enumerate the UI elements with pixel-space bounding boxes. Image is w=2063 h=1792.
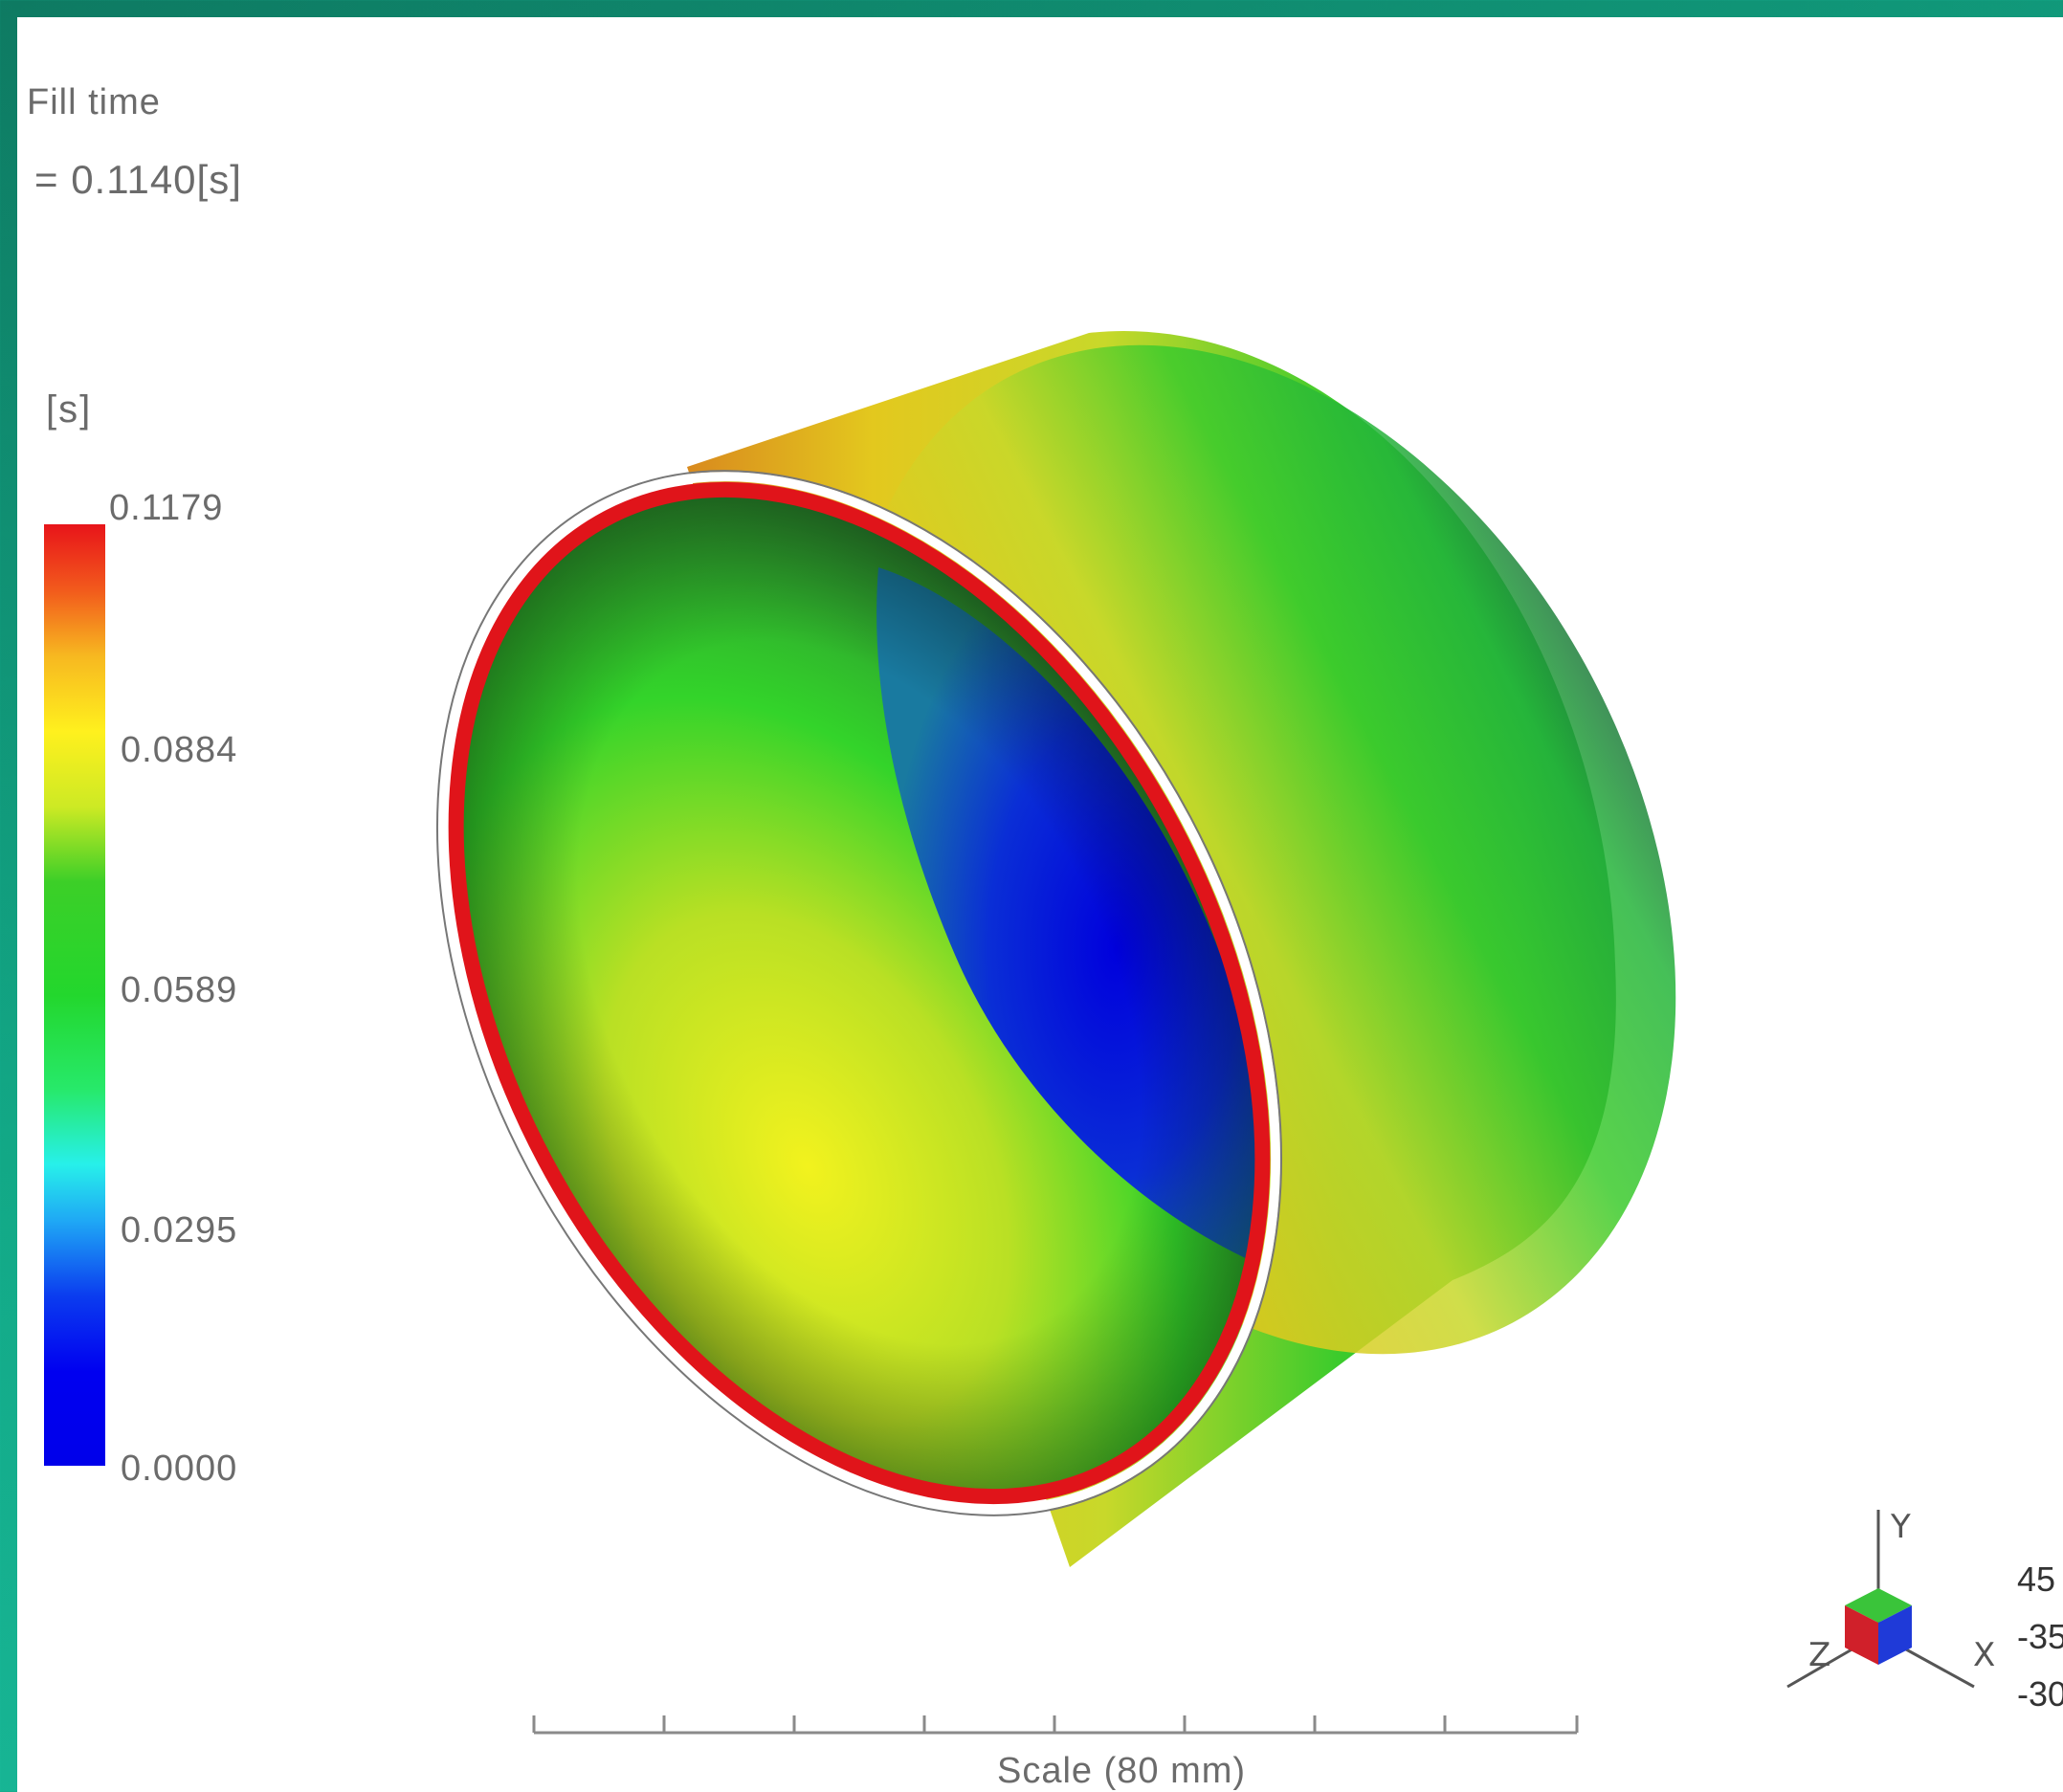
- rotation-value-3: -30: [2017, 1674, 2063, 1714]
- axis-triad: [1786, 1510, 1975, 1689]
- model-viewport[interactable]: Fill time = 0.1140[s] [s] 0.1179 0.0884 …: [17, 17, 2063, 1792]
- axis-label-y: Y: [1891, 1508, 1911, 1546]
- legend-unit: [s]: [46, 388, 93, 431]
- legend-tick-2: 0.0884: [121, 730, 238, 770]
- rotation-value-1: 45: [2017, 1560, 2056, 1599]
- legend-tick-min: 0.0000: [121, 1449, 238, 1489]
- result-title: Fill time: [27, 82, 161, 122]
- rotation-value-2: -35: [2017, 1617, 2063, 1656]
- legend-tick-4: 0.0295: [121, 1210, 238, 1250]
- legend-tick-max: 0.1179: [109, 488, 224, 528]
- color-legend-bar: [44, 524, 105, 1466]
- axis-label-x: X: [1973, 1636, 1996, 1674]
- scale-label: Scale (80 mm): [997, 1751, 1247, 1791]
- fill-front-rim: [448, 481, 1271, 1505]
- result-value: = 0.1140[s]: [34, 157, 242, 202]
- axis-label-z: Z: [1808, 1636, 1831, 1674]
- fill-time-model: [436, 331, 1975, 1735]
- legend-tick-3: 0.0589: [121, 970, 238, 1010]
- scale-ruler: [532, 1715, 1579, 1735]
